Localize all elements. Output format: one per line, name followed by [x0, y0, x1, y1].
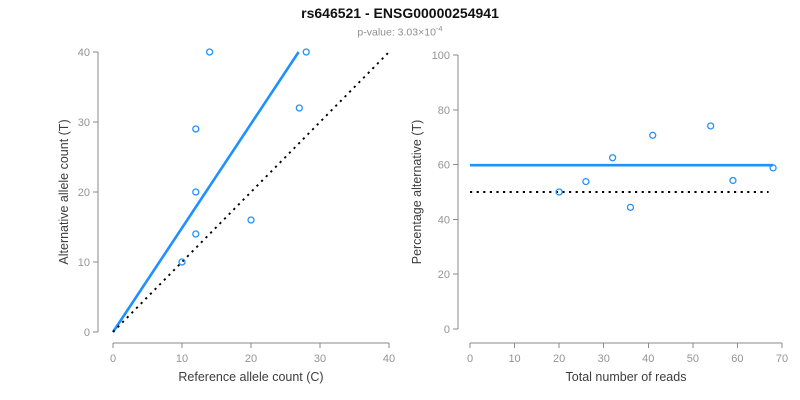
- data-point: [582, 177, 590, 186]
- data-point: [247, 216, 255, 224]
- y-tick-label: 20: [438, 269, 450, 281]
- y-tick-label: 30: [78, 117, 90, 129]
- x-tick-label: 70: [776, 353, 788, 365]
- x-tick-label: 0: [467, 353, 473, 365]
- x-tick-label: 40: [383, 353, 395, 365]
- data-point: [192, 230, 200, 238]
- x-tick-label: 40: [642, 353, 654, 365]
- plot-subtitle: p-value: 3.03×10-4: [0, 24, 800, 39]
- data-point: [729, 176, 737, 185]
- data-point: [707, 122, 715, 130]
- data-point: [555, 188, 563, 196]
- y-tick-label: 10: [78, 257, 90, 269]
- left-chart: Reference allele count (C) Alternative a…: [57, 47, 395, 384]
- x-tick-label: 30: [314, 353, 326, 365]
- x-tick-label: 30: [598, 353, 610, 365]
- x-tick-label: 20: [245, 353, 257, 365]
- x-tick-label: 10: [176, 353, 188, 365]
- right-chart: Total number of reads Percentage alterna…: [410, 50, 788, 384]
- y-tick-label: 0: [444, 324, 450, 336]
- data-point: [608, 154, 617, 162]
- right-x-axis-title: Total number of reads: [566, 370, 687, 384]
- fit-ratio-line: [111, 51, 300, 333]
- right-y-axis-title: Percentage alternative (T): [410, 120, 424, 265]
- y-tick-label: 60: [438, 160, 450, 172]
- data-point: [192, 125, 200, 133]
- data-point: [205, 48, 214, 56]
- plot-title: rs646521 - ENSG00000254941: [301, 5, 499, 21]
- y-tick-label: 40: [78, 47, 90, 59]
- x-tick-label: 50: [687, 353, 699, 365]
- y-tick-label: 40: [438, 214, 450, 226]
- x-tick-label: 60: [731, 353, 743, 365]
- data-point: [295, 104, 303, 112]
- identity-line: [112, 51, 390, 333]
- pvalue-exponent: -4: [435, 24, 443, 33]
- data-point: [302, 48, 310, 56]
- data-point: [178, 258, 186, 266]
- left-x-axis-title: Reference allele count (C): [178, 370, 323, 384]
- y-tick-label: 80: [438, 105, 450, 117]
- x-tick-label: 10: [508, 353, 520, 365]
- y-tick-label: 0: [84, 327, 90, 339]
- y-tick-label: 100: [432, 50, 450, 62]
- left-y-axis-title: Alternative allele count (T): [57, 119, 71, 264]
- data-point: [649, 131, 657, 139]
- pvalue-text: p-value: 3.03×10: [357, 26, 436, 39]
- x-tick-label: 20: [553, 353, 565, 365]
- data-point: [192, 188, 200, 196]
- y-tick-label: 20: [78, 187, 90, 199]
- data-point: [769, 164, 777, 172]
- x-tick-label: 0: [110, 353, 116, 365]
- data-point: [626, 203, 635, 211]
